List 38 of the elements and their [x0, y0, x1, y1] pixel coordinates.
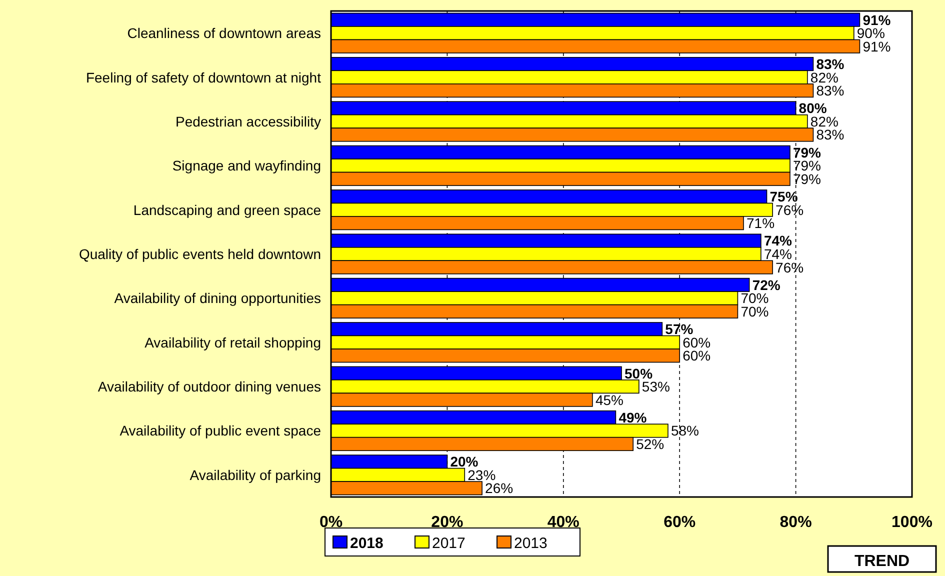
- data-label: 60%: [682, 348, 711, 364]
- y-tick-label: Availability of retail shopping: [144, 334, 321, 350]
- legend-label: 2013: [514, 535, 548, 552]
- data-label: 52%: [636, 436, 664, 452]
- y-tick-label: Availability of public event space: [120, 422, 322, 439]
- y-tick-label: Signage and wayfinding: [172, 158, 321, 174]
- x-tick-label: 20%: [431, 514, 464, 531]
- x-tick-label: 60%: [664, 514, 696, 531]
- x-tick-label: 100%: [892, 514, 932, 531]
- legend-label: 2018: [350, 535, 384, 552]
- x-tick-label: 80%: [780, 514, 812, 531]
- data-label: 50%: [624, 365, 654, 382]
- y-tick-label: Availability of outdoor dining venues: [98, 378, 321, 395]
- data-label: 26%: [485, 480, 514, 496]
- data-label: 83%: [816, 126, 844, 143]
- data-label: 58%: [670, 422, 700, 439]
- x-tick-label: 40%: [547, 514, 580, 531]
- text: TREND: [854, 553, 910, 570]
- data-label: 91%: [862, 12, 892, 28]
- data-label: 74%: [764, 246, 792, 262]
- data-label: 76%: [776, 259, 804, 276]
- y-tick-label: Availability of dining opportunities: [114, 290, 321, 306]
- y-tick-label: Quality of public events held downtown: [78, 246, 321, 262]
- data-label: 74%: [764, 232, 793, 249]
- legend-label: 2017: [432, 535, 466, 552]
- data-label: 72%: [752, 276, 781, 293]
- y-tick-label: Cleanliness of downtown areas: [127, 25, 321, 42]
- data-label: 49%: [618, 409, 648, 426]
- y-tick-label: Feeling of safety of downtown at night: [86, 69, 322, 86]
- data-label: 53%: [642, 378, 670, 395]
- y-tick-label: Pedestrian accessibility: [175, 113, 321, 130]
- data-label: 71%: [746, 215, 775, 232]
- x-tick-label: 0%: [319, 514, 343, 531]
- data-label: 79%: [792, 144, 822, 160]
- y-tick-label: Availability of parking: [190, 466, 321, 483]
- data-label: 45%: [595, 392, 624, 408]
- y-tick-label: Landscaping and green space: [133, 202, 322, 218]
- data-label: 83%: [816, 82, 844, 99]
